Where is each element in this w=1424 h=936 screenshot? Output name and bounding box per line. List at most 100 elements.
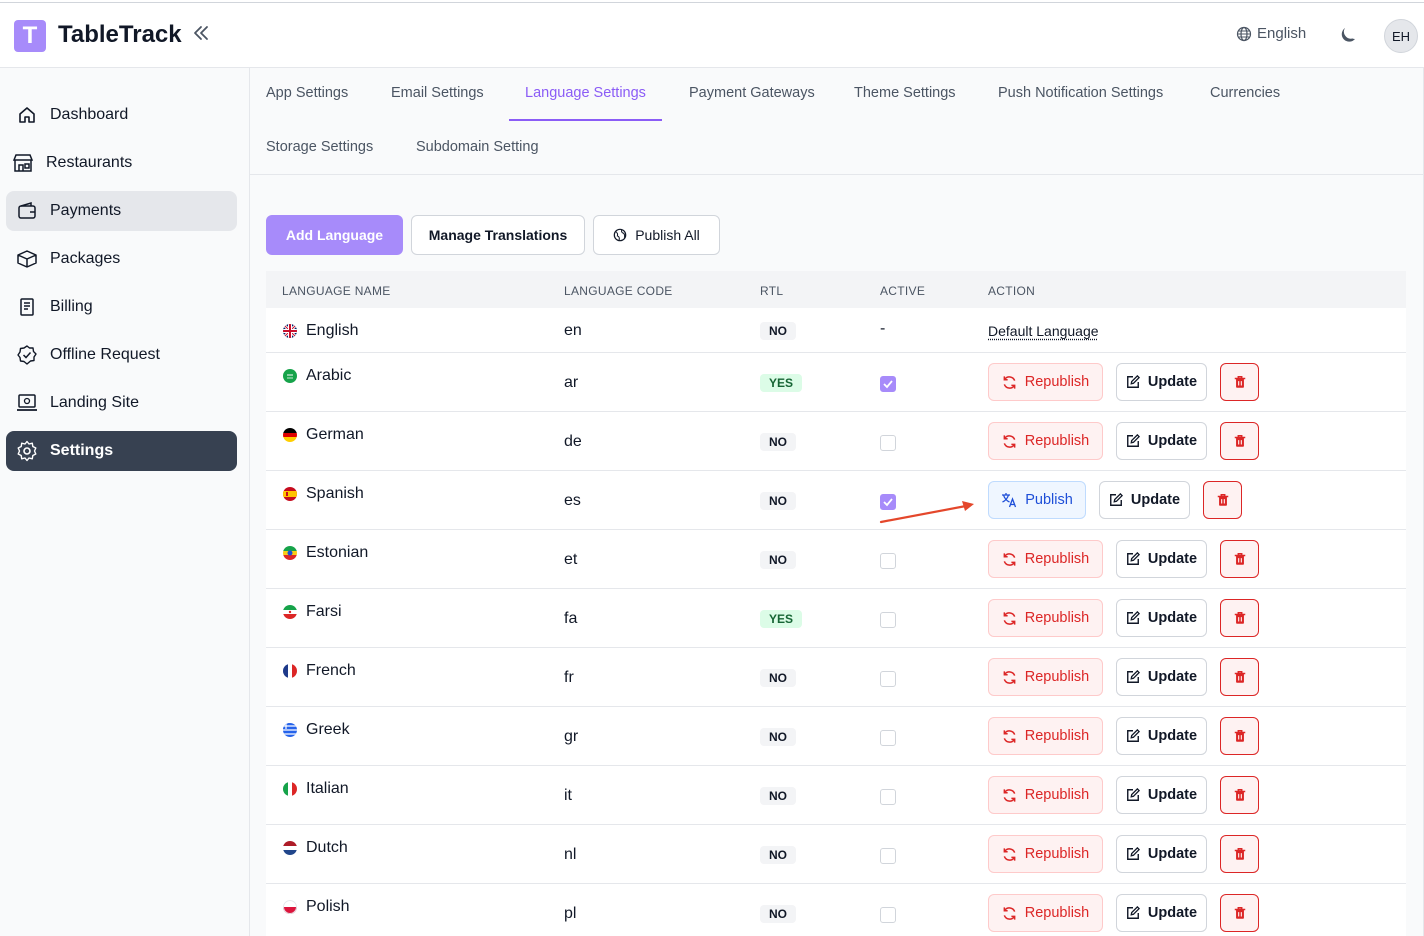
republish-button[interactable]: Republish xyxy=(988,894,1103,932)
language-code: en xyxy=(564,322,582,340)
republish-label: Republish xyxy=(1025,374,1090,390)
republish-button[interactable]: Republish xyxy=(988,835,1103,873)
update-button[interactable]: Update xyxy=(1116,894,1207,932)
language-code: ar xyxy=(564,374,578,392)
tab-subdomain-setting[interactable]: Subdomain Setting xyxy=(400,122,555,175)
rtl-badge: NO xyxy=(760,433,796,451)
sidebar-item-dashboard[interactable]: Dashboard xyxy=(6,95,237,135)
update-button[interactable]: Update xyxy=(1116,776,1207,814)
user-avatar[interactable]: EH xyxy=(1384,19,1418,53)
language-code: pl xyxy=(564,905,576,923)
language-code: et xyxy=(564,551,577,569)
sidebar-item-payments[interactable]: Payments xyxy=(6,191,237,231)
flag-gr-icon xyxy=(283,723,297,737)
sidebar-item-restaurants[interactable]: Restaurants xyxy=(6,143,237,183)
home-icon xyxy=(16,104,38,126)
tab-payment-gateways[interactable]: Payment Gateways xyxy=(673,68,831,121)
language-name: Italian xyxy=(306,780,349,798)
delete-button[interactable] xyxy=(1220,658,1259,696)
main-content: App Settings Email Settings Language Set… xyxy=(250,68,1424,936)
publish-all-button[interactable]: Publish All xyxy=(593,215,720,255)
receipt-icon xyxy=(16,296,38,318)
republish-button[interactable]: Republish xyxy=(988,422,1103,460)
delete-button[interactable] xyxy=(1220,599,1259,637)
republish-button[interactable]: Republish xyxy=(988,717,1103,755)
refresh-icon xyxy=(1002,788,1017,803)
republish-button[interactable]: Republish xyxy=(988,540,1103,578)
language-code: fa xyxy=(564,610,577,628)
column-header-rtl: RTL xyxy=(760,284,783,298)
active-checkbox[interactable] xyxy=(880,553,896,569)
trash-icon xyxy=(1233,670,1247,684)
flag-fa-icon xyxy=(283,605,297,619)
update-button[interactable]: Update xyxy=(1116,599,1207,637)
dark-mode-toggle[interactable] xyxy=(1338,25,1358,50)
republish-button[interactable]: Republish xyxy=(988,776,1103,814)
republish-label: Republish xyxy=(1025,433,1090,449)
update-button[interactable]: Update xyxy=(1116,717,1207,755)
language-code: nl xyxy=(564,846,576,864)
update-button[interactable]: Update xyxy=(1116,363,1207,401)
tab-storage-settings[interactable]: Storage Settings xyxy=(250,122,389,175)
update-label: Update xyxy=(1148,433,1197,449)
publish-all-label: Publish All xyxy=(635,227,700,243)
update-button[interactable]: Update xyxy=(1099,481,1190,519)
rtl-badge: YES xyxy=(760,374,802,392)
update-label: Update xyxy=(1148,610,1197,626)
sidebar-item-billing[interactable]: Billing xyxy=(6,287,237,327)
tab-language-settings[interactable]: Language Settings xyxy=(509,68,662,121)
active-checkbox[interactable] xyxy=(880,848,896,864)
republish-button[interactable]: Republish xyxy=(988,658,1103,696)
delete-button[interactable] xyxy=(1220,422,1259,460)
delete-button[interactable] xyxy=(1220,540,1259,578)
sidebar-item-packages[interactable]: Packages xyxy=(6,239,237,279)
republish-button[interactable]: Republish xyxy=(988,599,1103,637)
active-checkbox[interactable] xyxy=(880,671,896,687)
delete-button[interactable] xyxy=(1220,835,1259,873)
active-checkbox[interactable] xyxy=(880,907,896,923)
language-name: Farsi xyxy=(306,603,342,621)
delete-button[interactable] xyxy=(1220,894,1259,932)
language-name: Greek xyxy=(306,721,350,739)
tab-currencies[interactable]: Currencies xyxy=(1194,68,1296,121)
active-checkbox[interactable] xyxy=(880,730,896,746)
delete-button[interactable] xyxy=(1220,717,1259,755)
language-selector-label: English xyxy=(1257,25,1306,42)
active-checkbox[interactable] xyxy=(880,435,896,451)
manage-translations-button[interactable]: Manage Translations xyxy=(411,215,585,255)
delete-button[interactable] xyxy=(1220,363,1259,401)
republish-button[interactable]: Republish xyxy=(988,363,1103,401)
flag-nl-icon xyxy=(283,841,297,855)
globe-icon xyxy=(1236,26,1252,42)
sidebar-item-landing-site[interactable]: Landing Site xyxy=(6,383,237,423)
delete-button[interactable] xyxy=(1220,776,1259,814)
delete-button[interactable] xyxy=(1203,481,1242,519)
sidebar-item-offline-request[interactable]: Offline Request xyxy=(6,335,237,375)
add-language-button[interactable]: Add Language xyxy=(266,215,403,255)
flag-es-icon xyxy=(283,487,297,501)
refresh-icon xyxy=(1002,906,1017,921)
active-checkbox[interactable] xyxy=(880,789,896,805)
collapse-sidebar-icon[interactable] xyxy=(191,22,211,50)
column-header-code: LANGUAGE CODE xyxy=(564,284,673,298)
language-selector[interactable]: English xyxy=(1236,25,1306,42)
sidebar-item-settings[interactable]: Settings xyxy=(6,431,237,471)
active-checkbox[interactable] xyxy=(880,376,896,392)
update-button[interactable]: Update xyxy=(1116,422,1207,460)
rtl-badge: NO xyxy=(760,728,796,746)
active-checkbox[interactable] xyxy=(880,612,896,628)
update-button[interactable]: Update xyxy=(1116,835,1207,873)
republish-label: Republish xyxy=(1025,610,1090,626)
publish-button[interactable]: Publish xyxy=(988,481,1086,519)
update-button[interactable]: Update xyxy=(1116,658,1207,696)
update-label: Update xyxy=(1148,905,1197,921)
sidebar: Dashboard Restaurants Payments Packages … xyxy=(0,68,250,936)
tab-push-notification-settings[interactable]: Push Notification Settings xyxy=(982,68,1179,121)
update-button[interactable]: Update xyxy=(1116,540,1207,578)
tab-email-settings[interactable]: Email Settings xyxy=(375,68,500,121)
edit-icon xyxy=(1126,729,1140,743)
tab-theme-settings[interactable]: Theme Settings xyxy=(838,68,972,121)
update-label: Update xyxy=(1148,846,1197,862)
update-label: Update xyxy=(1148,551,1197,567)
tab-app-settings[interactable]: App Settings xyxy=(250,68,364,121)
